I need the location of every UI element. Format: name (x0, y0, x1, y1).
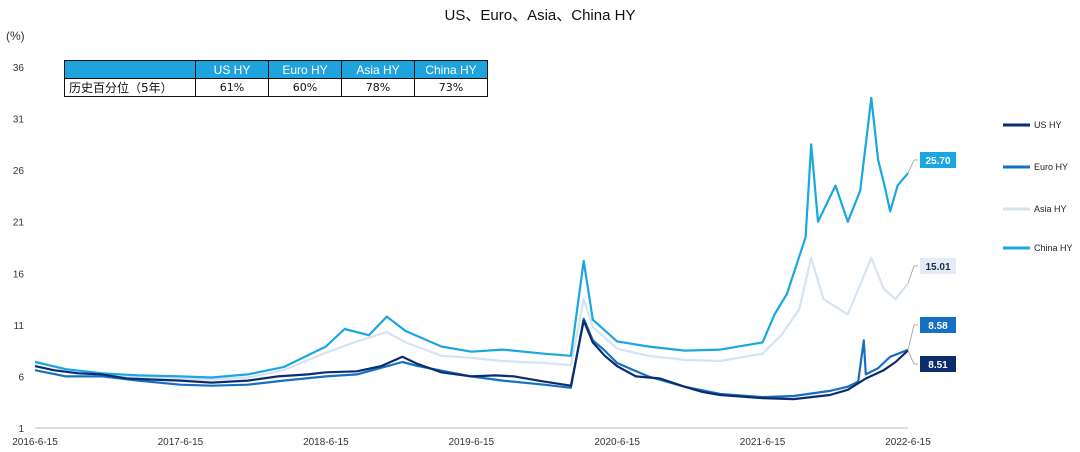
percentile-value: 61% (195, 78, 269, 97)
legend-label: US HY (1034, 120, 1062, 130)
y-tick-label: 26 (13, 166, 25, 177)
chart-title: US、Euro、Asia、China HY (445, 7, 636, 24)
y-tick-label: 1 (18, 424, 24, 435)
end-label-leader (907, 324, 918, 350)
y-tick-label: 31 (13, 115, 25, 126)
series-line (34, 317, 909, 399)
x-tick-label: 2018-6-15 (303, 437, 349, 448)
end-value-label: 8.58 (928, 321, 948, 332)
percentile-value: 60% (268, 78, 342, 97)
percentile-table-value-row: 历史百分位（5年） 61% 60% 78% 73% (64, 78, 488, 97)
percentile-table-header: China HY (414, 60, 488, 79)
percentile-table-header: Asia HY (341, 60, 415, 79)
y-tick-label: 11 (14, 321, 25, 332)
end-label-leader (907, 265, 918, 284)
end-label-box (920, 356, 956, 372)
y-axis-label: (%) (6, 29, 25, 43)
legend-label: China HY (1034, 243, 1073, 253)
series-line (34, 256, 909, 381)
percentile-table-header: US HY (195, 60, 269, 79)
percentile-value: 78% (341, 78, 415, 97)
x-tick-label: 2020-6-15 (594, 437, 640, 448)
end-label-box (920, 258, 956, 274)
legend-label: Asia HY (1034, 204, 1067, 214)
end-label-box (920, 152, 956, 168)
end-label-box (920, 317, 956, 333)
end-value-label: 15.01 (925, 262, 950, 273)
y-tick-label: 36 (13, 63, 25, 74)
percentile-row-label: 历史百分位（5年） (64, 78, 196, 97)
x-tick-label: 2021-6-15 (740, 437, 786, 448)
end-label-leader (907, 159, 918, 174)
percentile-table-header-row: US HY Euro HY Asia HY China HY (64, 60, 488, 79)
x-tick-label: 2022-6-15 (885, 437, 931, 448)
percentile-table-corner (64, 60, 196, 79)
y-tick-label: 16 (13, 269, 25, 280)
percentile-table-header: Euro HY (268, 60, 342, 79)
x-tick-label: 2019-6-15 (449, 437, 495, 448)
percentile-value: 73% (414, 78, 488, 97)
x-tick-label: 2016-6-15 (12, 437, 58, 448)
end-value-label: 25.70 (925, 156, 950, 167)
legend-label: Euro HY (1034, 162, 1068, 172)
x-tick-label: 2017-6-15 (158, 437, 204, 448)
end-value-label: 8.51 (928, 360, 948, 371)
series-line (34, 319, 909, 401)
series-line (34, 96, 909, 379)
end-label-leader (907, 350, 918, 365)
percentile-table: US HY Euro HY Asia HY China HY 历史百分位（5年）… (64, 60, 488, 97)
y-tick-label: 21 (13, 218, 25, 229)
y-tick-label: 6 (18, 372, 24, 383)
